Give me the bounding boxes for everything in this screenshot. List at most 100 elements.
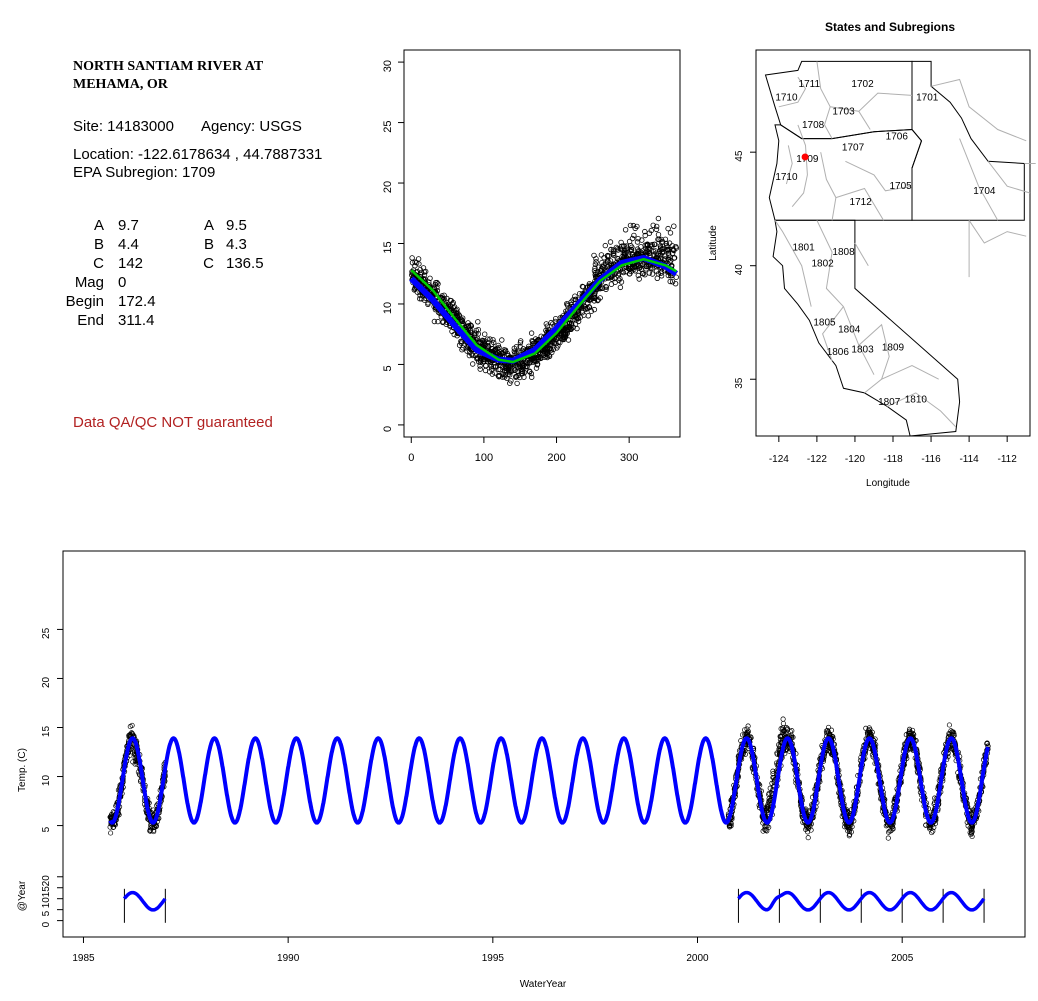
ts-y-tick-label: 25 xyxy=(41,627,52,639)
ts-observation-point xyxy=(745,723,751,729)
ts-observation-point xyxy=(770,768,776,774)
scatter-y-tick-label: 15 xyxy=(382,241,394,253)
map-title: States and Subregions xyxy=(825,20,955,34)
subregion-label: 1705 xyxy=(889,181,912,192)
param-label-mag: Mag xyxy=(74,274,104,291)
strip-y-axis-label: @Year xyxy=(17,880,28,911)
observation-point xyxy=(528,370,534,377)
observation-point xyxy=(598,252,605,258)
observation-point xyxy=(623,243,630,249)
observation-point xyxy=(496,374,502,380)
subregion-label: 1708 xyxy=(802,120,825,131)
observation-point xyxy=(491,339,497,346)
scatter-x-tick-label: 0 xyxy=(408,452,414,464)
observation-point xyxy=(646,250,652,257)
param-value-mag: 0 xyxy=(118,274,127,291)
epa-subregion: EPA Subregion: 1709 xyxy=(73,164,216,181)
observation-point xyxy=(659,239,665,246)
ts-y-tick-label: 20 xyxy=(41,676,52,688)
observation-point xyxy=(465,323,471,329)
observation-point xyxy=(602,242,608,249)
observation-point xyxy=(635,235,641,242)
subregion-label: 1709 xyxy=(796,154,819,165)
observation-point xyxy=(513,374,519,380)
observation-point xyxy=(646,270,653,276)
subregion-boundary xyxy=(987,160,1031,194)
observation-point xyxy=(592,265,598,271)
ts-observation-point xyxy=(765,799,772,805)
observation-point xyxy=(475,319,481,325)
ts-observation-point xyxy=(129,730,135,736)
observation-point xyxy=(609,276,615,282)
observation-point xyxy=(563,327,570,333)
observation-point xyxy=(517,343,523,350)
site-title-line1: NORTH SANTIAM RIVER AT xyxy=(73,59,264,74)
subregion-boundary xyxy=(822,306,844,362)
subregion-boundaries xyxy=(774,61,1036,428)
subregion-label: 1703 xyxy=(832,106,855,117)
site-title-line2: MEHAMA, OR xyxy=(73,77,168,92)
observation-point xyxy=(591,295,597,301)
observation-point xyxy=(659,268,665,275)
observation-point xyxy=(607,239,614,245)
scatter-y-tick-label: 0 xyxy=(382,426,394,432)
subregion-boundary xyxy=(774,220,812,307)
map-x-axis-label: Longitude xyxy=(866,478,910,489)
observation-point xyxy=(487,358,493,365)
ts-observation-point xyxy=(789,728,795,734)
ts-observation-point xyxy=(784,727,790,733)
param-value-begin: 172.4 xyxy=(118,293,156,310)
observation-point xyxy=(591,306,598,313)
map-x-tick-label: -114 xyxy=(959,454,979,465)
observation-point xyxy=(427,275,433,281)
observation-point xyxy=(527,369,533,375)
ts-observation-point xyxy=(984,740,990,746)
ts-observation-point xyxy=(127,724,133,730)
ts-observation-point xyxy=(869,729,875,735)
observation-point xyxy=(638,244,644,250)
idaho-outline xyxy=(911,60,1025,221)
observation-point xyxy=(617,284,624,291)
observation-point xyxy=(660,248,667,255)
qa-disclaimer: Data QA/QC NOT guaranteed xyxy=(73,414,273,431)
observation-point xyxy=(517,363,524,370)
subregion-label: 1805 xyxy=(813,317,836,328)
observation-point xyxy=(654,223,660,230)
subregion-label: 1711 xyxy=(799,79,821,90)
harmonic-fit-line xyxy=(409,255,679,364)
observation-point xyxy=(655,251,662,257)
observation-point xyxy=(650,222,656,228)
observation-point xyxy=(435,281,441,287)
observation-point xyxy=(610,251,616,257)
observation-point xyxy=(518,338,524,344)
observation-point xyxy=(548,319,554,326)
observation-point xyxy=(472,352,479,359)
observation-point xyxy=(659,250,665,256)
observation-point xyxy=(669,250,676,256)
observation-point xyxy=(409,255,415,261)
observation-point xyxy=(425,283,432,290)
smoothed-fit-line xyxy=(410,257,678,364)
observation-point xyxy=(585,313,591,319)
observation-point xyxy=(503,365,509,371)
subregion-boundary xyxy=(845,160,913,192)
observation-point xyxy=(435,318,441,325)
observation-point xyxy=(418,296,425,302)
observation-point xyxy=(475,331,481,337)
observation-point xyxy=(634,239,641,245)
observation-point xyxy=(554,334,561,341)
scatter-y-tick-label: 30 xyxy=(382,60,394,72)
ts-observation-point xyxy=(887,828,893,834)
observation-point xyxy=(642,232,648,239)
observation-point xyxy=(454,313,461,320)
observation-point xyxy=(655,215,662,222)
observation-point xyxy=(434,284,440,291)
observation-point xyxy=(668,258,674,264)
observation-point xyxy=(638,263,644,269)
observation-point xyxy=(409,260,416,266)
observation-point xyxy=(654,275,660,281)
timeseries-frame xyxy=(62,550,1026,938)
scatter-x-tick-label: 200 xyxy=(547,452,565,464)
observation-point xyxy=(502,374,508,380)
observation-point xyxy=(608,261,614,267)
